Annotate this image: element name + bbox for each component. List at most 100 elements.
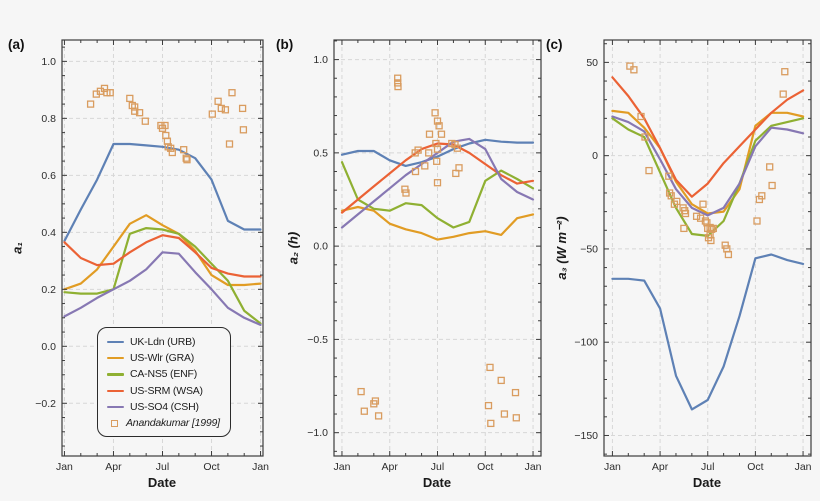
x-tick-label: Apr	[652, 461, 669, 473]
legend-item-label: CA-NS5 (ENF)	[130, 368, 198, 381]
series-lines	[63, 142, 262, 326]
panel-c-x-axis-label: Date	[692, 475, 722, 490]
scatter-point	[626, 62, 634, 70]
series-line-uk-ldn-urb-	[611, 253, 805, 411]
scatter-point	[357, 387, 365, 396]
scatter-point	[781, 68, 789, 76]
legend-item-label: UK-Ldn (URB)	[130, 336, 196, 349]
y-tick-label: 0.4	[41, 227, 56, 239]
scatter-point	[673, 197, 681, 206]
y-tick-label: 0.0	[41, 341, 56, 353]
y-tick-label: −0.5	[307, 334, 328, 346]
scatter-point	[484, 401, 493, 410]
scatter-point	[779, 90, 787, 98]
x-tick-label: Jan	[525, 461, 542, 473]
scatter-point	[453, 144, 462, 152]
scatter-point	[665, 172, 673, 180]
x-tick-label: Jul	[701, 461, 714, 473]
series-line-uk-ldn-urb-	[340, 138, 535, 167]
scatter-point	[217, 104, 225, 113]
scatter-point	[753, 217, 761, 225]
panel-a-y-axis-label: a₁	[9, 242, 25, 254]
scatter-point	[394, 82, 402, 91]
scatter-point	[487, 419, 495, 428]
legend-line-swatch	[107, 405, 124, 408]
scatter-point	[511, 388, 520, 397]
gridlines	[604, 40, 811, 456]
series-line-uk-ldn-urb-	[63, 142, 262, 242]
scatter-point	[221, 106, 230, 114]
series-line-us-srm-wsa-	[611, 76, 805, 198]
y-tick-label: 50	[586, 57, 598, 69]
scatter-point	[238, 104, 247, 113]
scatter-point	[182, 154, 190, 162]
scatter-point	[131, 103, 139, 111]
scatter-point	[680, 224, 688, 233]
tick-labels: 1.0 0.8 0.6 0.4 0.2 0.0 −0.2 Jan Apr Jul Oct Jan	[35, 56, 269, 473]
x-tick-label: Oct	[477, 461, 493, 473]
y-tick-label: 1.0	[41, 56, 56, 68]
y-tick-label: 0	[592, 150, 598, 162]
y-tick-label: 0.6	[41, 170, 56, 182]
scatter-point	[214, 97, 222, 105]
scatter-points	[357, 74, 520, 428]
scatter-point	[766, 163, 774, 171]
legend-item: Anandakumar [1999]	[107, 415, 222, 431]
series-lines	[340, 137, 535, 241]
legend-square-marker-icon	[111, 419, 118, 427]
y-tick-label: 0.8	[41, 113, 56, 125]
panel-b: 1.0 0.5 0.0 −0.5 −1.0 Jan Apr Jul Oct Jan	[307, 39, 542, 473]
scatter-point	[228, 89, 236, 97]
tick-labels: 50 0 −50 −100 −150 Jan Apr Jul Oct Jan	[574, 57, 811, 473]
scatter-point	[681, 209, 690, 218]
panel-c-y-axis-label: a₃ (W m⁻²)	[554, 216, 569, 280]
y-tick-label: 0.5	[313, 147, 328, 159]
scatter-points	[626, 62, 789, 259]
scatter-point	[497, 376, 505, 385]
scatter-point	[425, 130, 434, 138]
scatter-point	[394, 74, 402, 82]
series-line-us-wlr-gra-	[63, 214, 262, 291]
panel-c: 50 0 −50 −100 −150 Jan Apr Jul Oct Jan	[574, 39, 812, 473]
x-tick-label: Jan	[795, 461, 812, 473]
scatter-point	[500, 410, 509, 418]
scatter-point	[167, 144, 175, 152]
y-tick-label: 0.0	[313, 241, 328, 253]
panel-a: 1.0 0.8 0.6 0.4 0.2 0.0 −0.2 Jan Apr Jul Oct Jan	[35, 39, 269, 473]
scatter-points	[86, 84, 248, 164]
scatter-point	[168, 148, 176, 157]
scatter-point	[374, 412, 383, 420]
panel-a-x-axis-label: Date	[147, 475, 177, 490]
legend-line-swatch	[107, 340, 124, 344]
scatter-point	[645, 166, 653, 175]
gridlines	[334, 40, 541, 456]
y-tick-label: −0.2	[35, 398, 56, 410]
x-tick-label: Oct	[747, 461, 763, 473]
scatter-point	[437, 130, 446, 138]
scatter-point	[401, 185, 409, 193]
scatter-point	[724, 250, 733, 259]
scatter-point	[630, 66, 638, 74]
legend-item: US-Wlr (GRA)	[107, 350, 222, 366]
legend-item-label: US-SO4 (CSH)	[130, 400, 199, 413]
series-line-us-so4-csh-	[611, 115, 805, 217]
panel-b-y-axis-label: a₂ (h)	[285, 231, 301, 265]
x-tick-label: Oct	[203, 461, 219, 473]
x-tick-label: Jan	[56, 461, 73, 473]
scatter-point	[486, 363, 494, 372]
series-line-ca-ns5-enf-	[340, 161, 535, 229]
panel-c-letter: (c)	[546, 37, 563, 52]
scatter-point	[435, 122, 443, 130]
legend-item-label: US-Wlr (GRA)	[130, 352, 195, 365]
scatter-point	[371, 397, 380, 405]
scatter-point	[161, 121, 169, 130]
scatter-point	[701, 217, 710, 225]
scatter-point	[637, 112, 645, 121]
series-line-us-so4-csh-	[63, 251, 262, 326]
scatter-point	[425, 149, 433, 157]
legend-line-swatch	[107, 389, 124, 392]
legend-item: US-SO4 (CSH)	[107, 399, 222, 415]
x-tick-label: Apr	[105, 461, 122, 473]
scatter-point	[641, 133, 649, 141]
axis-ticks	[604, 40, 811, 456]
